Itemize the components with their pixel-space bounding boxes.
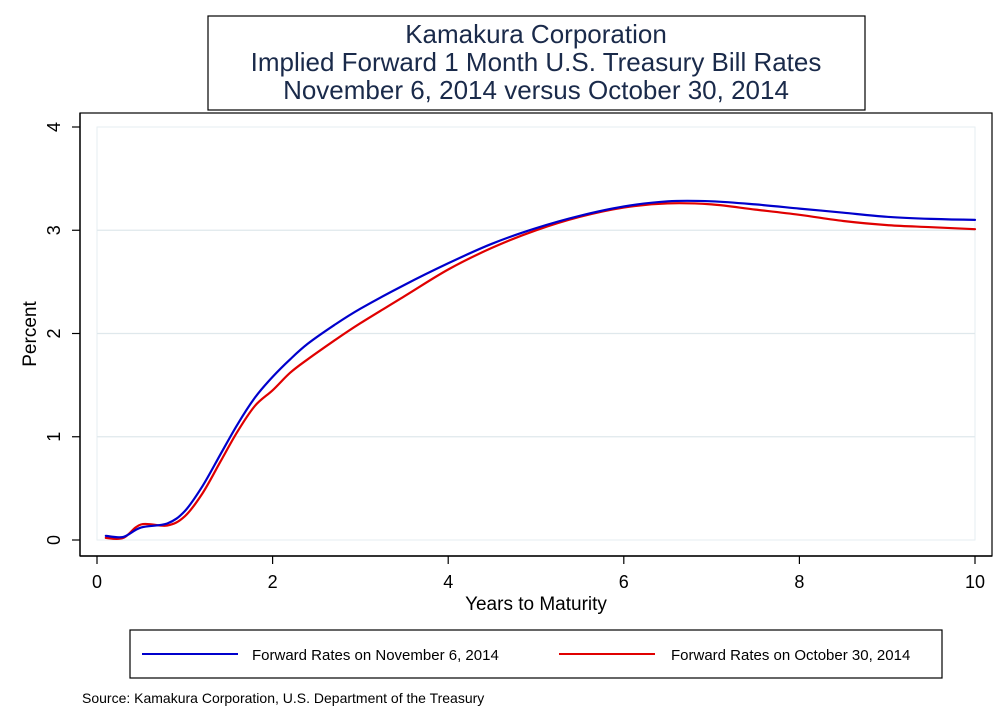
chart-title-line-1: Kamakura Corporation xyxy=(405,19,667,49)
series-line-nov6 xyxy=(104,199,977,539)
y-tick-label: 3 xyxy=(44,225,64,235)
source-note: Source: Kamakura Corporation, U.S. Depar… xyxy=(82,690,484,706)
x-tick-label: 6 xyxy=(619,572,629,592)
x-tick-label: 4 xyxy=(443,572,453,592)
x-tick-label: 2 xyxy=(268,572,278,592)
x-axis-title: Years to Maturity xyxy=(465,594,607,615)
chart-title-line-2: Implied Forward 1 Month U.S. Treasury Bi… xyxy=(251,47,822,77)
legend-label-oct30: Forward Rates on October 30, 2014 xyxy=(671,647,910,664)
ticks: 0 1 2 3 4 0 2 4 6 8 10 xyxy=(44,122,985,592)
chart-title-line-3: November 6, 2014 versus October 30, 2014 xyxy=(283,75,789,105)
title-box xyxy=(207,15,866,111)
legend-box xyxy=(129,629,943,679)
x-tick-label: 10 xyxy=(965,572,985,592)
y-tick-label: 4 xyxy=(44,122,64,132)
axes xyxy=(79,113,992,557)
y-tick-label: 2 xyxy=(44,328,64,338)
legend-label-nov6: Forward Rates on November 6, 2014 xyxy=(252,647,499,664)
plot-frame xyxy=(79,112,993,557)
x-tick-label: 0 xyxy=(92,572,102,592)
series xyxy=(104,199,977,541)
y-tick-label: 1 xyxy=(44,432,64,442)
x-tick-label: 8 xyxy=(794,572,804,592)
y-tick-label: 0 xyxy=(44,535,64,545)
series-line-oct30 xyxy=(104,202,977,541)
y-axis-title: Percent xyxy=(20,301,41,367)
